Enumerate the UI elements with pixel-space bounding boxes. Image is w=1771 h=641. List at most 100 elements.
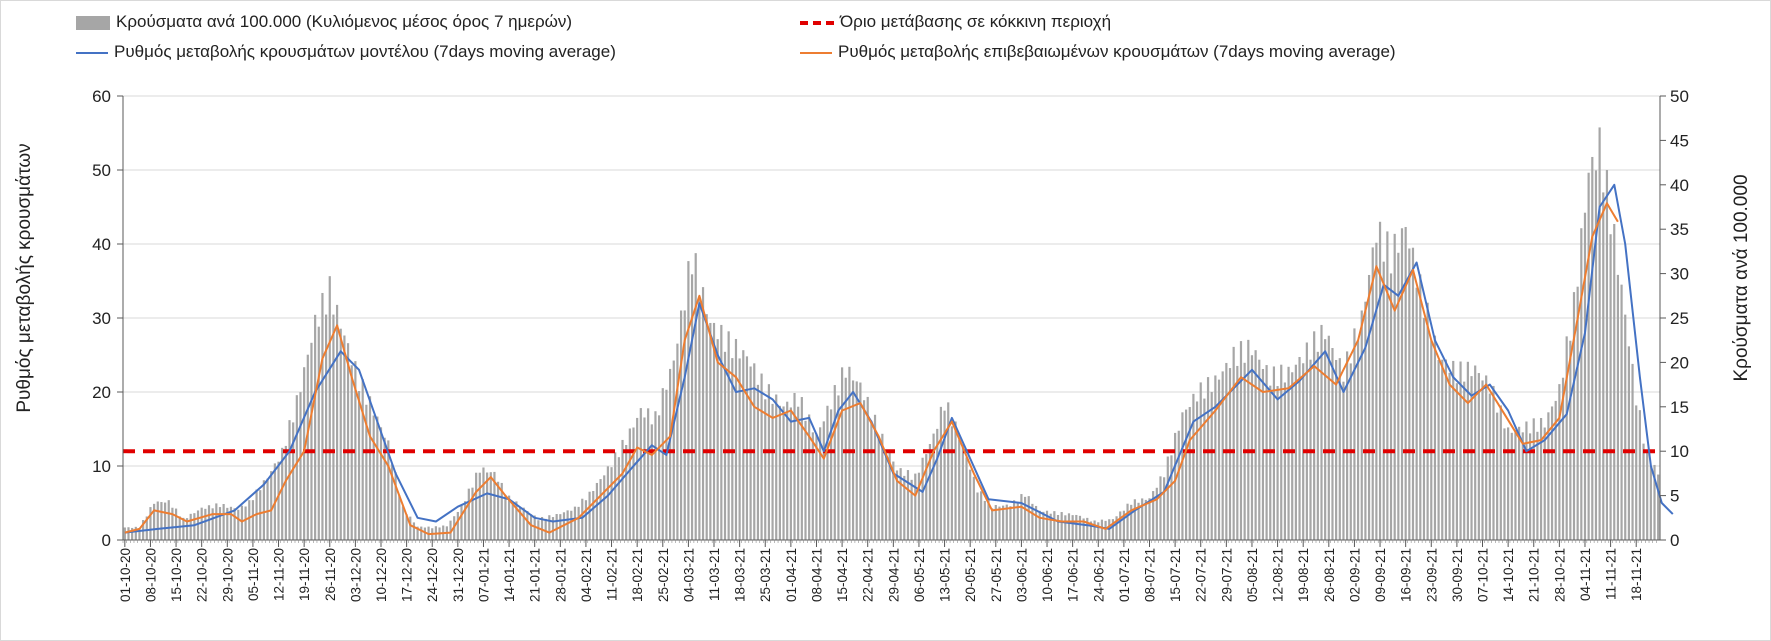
legend-swatch-model bbox=[76, 51, 108, 54]
x-tick-label: 19-08-21 bbox=[1296, 548, 1311, 602]
bar bbox=[797, 406, 800, 540]
bar bbox=[1528, 433, 1532, 540]
bar bbox=[270, 471, 273, 540]
bar bbox=[1448, 372, 1451, 540]
bar bbox=[1397, 252, 1400, 540]
x-tick-label: 15-07-21 bbox=[1168, 548, 1183, 602]
bar bbox=[771, 403, 774, 540]
bar bbox=[1137, 502, 1140, 540]
bar bbox=[1419, 274, 1422, 540]
bar bbox=[1624, 314, 1627, 540]
bar bbox=[1031, 503, 1034, 540]
x-tick-label: 24-06-21 bbox=[1091, 548, 1106, 602]
bar bbox=[925, 454, 928, 540]
bar bbox=[1550, 406, 1554, 540]
bar bbox=[987, 500, 990, 540]
bar bbox=[376, 416, 379, 540]
y-tick-label-left: 50 bbox=[92, 161, 111, 180]
y-tick-label-right: 30 bbox=[1670, 265, 1689, 284]
bar bbox=[357, 391, 361, 540]
bar bbox=[705, 314, 708, 540]
x-tick-label: 25-02-21 bbox=[656, 548, 671, 602]
bar bbox=[584, 500, 588, 540]
x-tick-label: 16-09-21 bbox=[1399, 548, 1414, 602]
bar bbox=[409, 516, 412, 540]
legend-swatch-threshold bbox=[800, 20, 834, 25]
bar bbox=[1411, 247, 1415, 540]
bar bbox=[288, 420, 291, 540]
bar bbox=[222, 504, 225, 540]
bar bbox=[756, 384, 760, 540]
bar bbox=[405, 514, 408, 540]
bar bbox=[1316, 351, 1319, 540]
bar bbox=[1089, 521, 1093, 540]
bar bbox=[665, 389, 668, 540]
bar bbox=[482, 467, 485, 540]
bar bbox=[1034, 505, 1038, 540]
bar bbox=[1422, 318, 1426, 540]
bar bbox=[1616, 274, 1620, 540]
bar bbox=[1064, 515, 1067, 540]
bar bbox=[229, 506, 233, 540]
bar bbox=[244, 506, 247, 540]
bar bbox=[251, 500, 255, 540]
bar bbox=[903, 475, 906, 540]
bar bbox=[346, 343, 350, 540]
y-tick-label-right: 0 bbox=[1670, 531, 1679, 550]
x-tick-label: 20-05-21 bbox=[963, 548, 978, 602]
bar bbox=[1053, 511, 1056, 540]
x-tick-label: 18-02-21 bbox=[630, 548, 645, 602]
bar bbox=[1558, 384, 1561, 540]
bar bbox=[1228, 368, 1232, 540]
x-tick-label: 29-04-21 bbox=[886, 548, 901, 602]
bar bbox=[1389, 273, 1393, 540]
bar bbox=[789, 407, 792, 540]
bar bbox=[1067, 513, 1071, 540]
bar bbox=[745, 356, 749, 540]
series-line-model bbox=[124, 183, 1674, 534]
bar bbox=[778, 405, 781, 540]
bar bbox=[1346, 351, 1349, 540]
bar bbox=[1188, 407, 1191, 540]
x-tick-label: 21-10-21 bbox=[1527, 548, 1542, 602]
bar bbox=[394, 472, 397, 540]
x-tick-label: 22-04-21 bbox=[861, 548, 876, 602]
bar bbox=[734, 338, 738, 540]
bar bbox=[1539, 417, 1543, 540]
bar bbox=[237, 509, 240, 540]
bar bbox=[866, 396, 869, 540]
bar bbox=[295, 395, 298, 540]
bar bbox=[1481, 380, 1484, 540]
legend-label-threshold: Όριο μετάβασης σε κόκκινη περιοχή bbox=[840, 12, 1112, 31]
bar bbox=[1119, 511, 1122, 540]
bar bbox=[928, 444, 932, 540]
bar bbox=[423, 527, 427, 540]
bar bbox=[383, 437, 386, 540]
x-tick-label: 02-09-21 bbox=[1347, 548, 1362, 602]
y-tick-label-right: 5 bbox=[1670, 487, 1679, 506]
bar bbox=[1360, 310, 1363, 540]
bar bbox=[1463, 381, 1466, 540]
bar bbox=[658, 415, 661, 540]
bar bbox=[1009, 506, 1012, 540]
bar bbox=[335, 304, 339, 540]
bar bbox=[661, 388, 664, 540]
bar bbox=[972, 476, 975, 540]
bar bbox=[1492, 385, 1495, 540]
x-tick-label: 23-09-21 bbox=[1424, 548, 1439, 602]
bar bbox=[716, 339, 719, 540]
bar bbox=[1313, 331, 1316, 540]
bar bbox=[551, 517, 555, 540]
bar bbox=[467, 488, 470, 540]
bar bbox=[200, 507, 203, 540]
bar bbox=[873, 414, 877, 540]
bar bbox=[1078, 515, 1082, 540]
x-tick-label: 07-10-21 bbox=[1476, 548, 1491, 602]
bar bbox=[248, 500, 251, 540]
bar bbox=[947, 402, 950, 540]
bar bbox=[881, 433, 884, 540]
bar bbox=[500, 482, 503, 540]
bar bbox=[390, 464, 394, 540]
legend-item-model: Ρυθμός μεταβολής κρουσμάτων μοντέλου (7d… bbox=[76, 42, 616, 62]
bar bbox=[233, 508, 236, 540]
